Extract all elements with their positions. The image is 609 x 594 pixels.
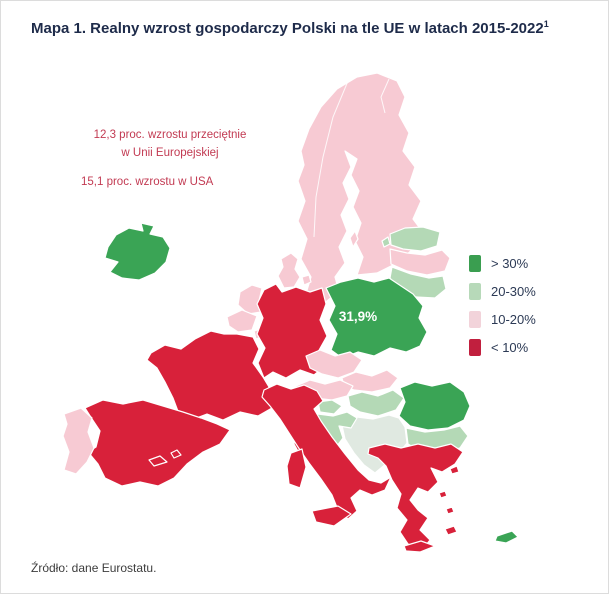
legend-label-10-20: 10-20% xyxy=(491,312,536,327)
country-hungary xyxy=(347,389,405,417)
legend-swatch-20-30 xyxy=(469,283,481,300)
country-italy xyxy=(261,383,392,520)
legend-swatch-10-20 xyxy=(469,311,481,328)
eu-growth-note: 12,3 proc. wzrostu przeciętnie w Unii Eu… xyxy=(81,126,259,162)
internal-borders xyxy=(313,78,390,238)
countries xyxy=(62,72,519,553)
legend-label-20-30: 20-30% xyxy=(491,284,536,299)
island-aegean-2 xyxy=(445,506,455,515)
island-saaremaa xyxy=(381,236,391,248)
legend-swatch-lt10 xyxy=(469,339,481,356)
island-zealand xyxy=(301,274,312,286)
country-ireland xyxy=(104,222,171,281)
source-note: Źródło: dane Eurostatu. xyxy=(31,561,157,575)
island-aegean-1 xyxy=(438,490,448,499)
title-footnote-mark: 1 xyxy=(543,19,549,29)
legend-item-10-20: 10-20% xyxy=(469,311,536,328)
poland-value-label: 31,9% xyxy=(339,309,377,324)
country-romania xyxy=(398,381,471,431)
island-crete xyxy=(403,540,436,553)
legend-item-20-30: 20-30% xyxy=(469,283,536,300)
norway-sweden-border xyxy=(313,80,349,238)
country-portugal xyxy=(62,407,95,475)
legend-label-gt30: > 30% xyxy=(491,256,529,271)
country-denmark xyxy=(277,252,301,289)
island-sicily xyxy=(311,505,352,527)
legend-item-gt30: > 30% xyxy=(469,255,536,272)
country-cyprus xyxy=(494,530,519,544)
country-latvia xyxy=(389,248,451,276)
country-czechia xyxy=(305,349,363,379)
annotations: 12,3 proc. wzrostu przeciętnie w Unii Eu… xyxy=(81,126,259,191)
page-title: Mapa 1. Realny wzrost gospodarczy Polski… xyxy=(31,14,591,39)
eu-growth-line2: w Unii Europejskiej xyxy=(121,147,219,159)
country-greece xyxy=(367,443,464,551)
legend-item-lt10: < 10% xyxy=(469,339,536,356)
legend: > 30% 20-30% 10-20% < 10% xyxy=(469,255,536,367)
island-sardinia xyxy=(286,448,307,489)
country-estonia xyxy=(389,226,441,252)
island-mallorca xyxy=(148,455,168,467)
title-text: Mapa 1. Realny wzrost gospodarczy Polski… xyxy=(31,20,544,37)
sweden-finland-border xyxy=(380,78,390,114)
usa-growth-note: 15,1 proc. wzrostu w USA xyxy=(81,176,214,188)
island-lesbos xyxy=(449,465,460,475)
country-belgium xyxy=(226,309,258,333)
island-menorca xyxy=(170,449,182,459)
country-poland xyxy=(325,277,428,359)
legend-swatch-gt30 xyxy=(469,255,481,272)
island-gotland xyxy=(349,230,359,248)
legend-label-lt10: < 10% xyxy=(491,340,529,355)
country-slovenia xyxy=(317,399,343,415)
island-rhodes xyxy=(444,525,458,536)
eu-growth-line1: 12,3 proc. wzrostu przeciętnie xyxy=(93,129,247,141)
